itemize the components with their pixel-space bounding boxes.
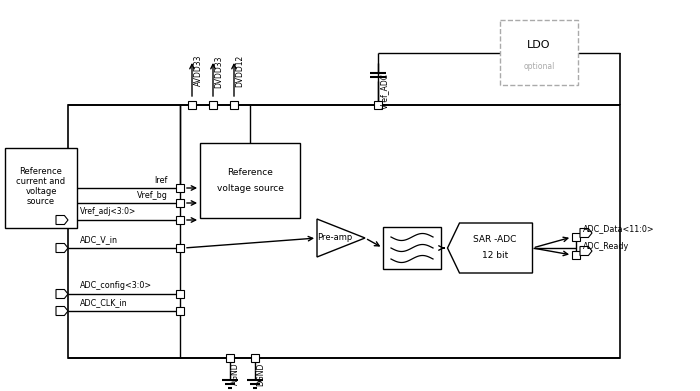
Polygon shape bbox=[317, 219, 365, 257]
Polygon shape bbox=[447, 223, 533, 273]
Bar bbox=[209, 101, 217, 109]
Text: 12 bit: 12 bit bbox=[482, 251, 508, 260]
Bar bbox=[251, 354, 259, 362]
Bar bbox=[5, 148, 77, 228]
Text: Vref_ADC: Vref_ADC bbox=[380, 73, 389, 109]
Text: optional: optional bbox=[524, 62, 554, 71]
Bar bbox=[176, 307, 184, 315]
Polygon shape bbox=[56, 244, 68, 253]
Text: ADC_config<3:0>: ADC_config<3:0> bbox=[80, 281, 152, 290]
Bar bbox=[176, 184, 184, 192]
Text: ADC_Ready: ADC_Ready bbox=[583, 242, 629, 251]
Text: Pre-amp: Pre-amp bbox=[318, 233, 353, 242]
Text: ADC_V_in: ADC_V_in bbox=[80, 235, 118, 244]
Text: Reference: Reference bbox=[20, 167, 62, 176]
Polygon shape bbox=[580, 228, 592, 237]
Bar bbox=[176, 216, 184, 224]
Bar bbox=[500, 20, 578, 85]
Bar bbox=[226, 354, 234, 362]
Bar bbox=[200, 143, 300, 218]
Text: ADC_CLK_in: ADC_CLK_in bbox=[80, 298, 127, 307]
Text: ADC_Data<11:0>: ADC_Data<11:0> bbox=[583, 224, 655, 233]
Bar bbox=[176, 290, 184, 298]
Text: AGND: AGND bbox=[231, 363, 240, 385]
Bar bbox=[176, 244, 184, 252]
Text: SAR -ADC: SAR -ADC bbox=[473, 235, 517, 244]
Polygon shape bbox=[580, 246, 592, 255]
Text: Vref_adj<3:0>: Vref_adj<3:0> bbox=[80, 207, 136, 216]
Polygon shape bbox=[56, 307, 68, 316]
Text: source: source bbox=[27, 197, 55, 206]
Text: Reference: Reference bbox=[227, 168, 273, 177]
Bar bbox=[68, 105, 620, 358]
Bar bbox=[572, 233, 580, 241]
Text: DVDD33: DVDD33 bbox=[214, 55, 223, 88]
Bar bbox=[374, 101, 382, 109]
Polygon shape bbox=[56, 289, 68, 298]
Bar bbox=[188, 101, 196, 109]
Text: DGND: DGND bbox=[256, 362, 265, 386]
Polygon shape bbox=[56, 215, 68, 224]
Bar bbox=[383, 227, 441, 269]
Bar bbox=[176, 199, 184, 207]
Text: Vref_bg: Vref_bg bbox=[137, 191, 168, 200]
Text: LDO: LDO bbox=[527, 39, 551, 50]
Bar bbox=[572, 251, 580, 259]
Text: DVDD12: DVDD12 bbox=[235, 55, 244, 87]
Text: AVDD33: AVDD33 bbox=[193, 55, 202, 86]
Text: voltage source: voltage source bbox=[216, 184, 284, 193]
Text: voltage: voltage bbox=[25, 188, 57, 197]
Text: Iref: Iref bbox=[155, 176, 168, 185]
Text: current and: current and bbox=[16, 178, 66, 187]
Bar bbox=[230, 101, 238, 109]
